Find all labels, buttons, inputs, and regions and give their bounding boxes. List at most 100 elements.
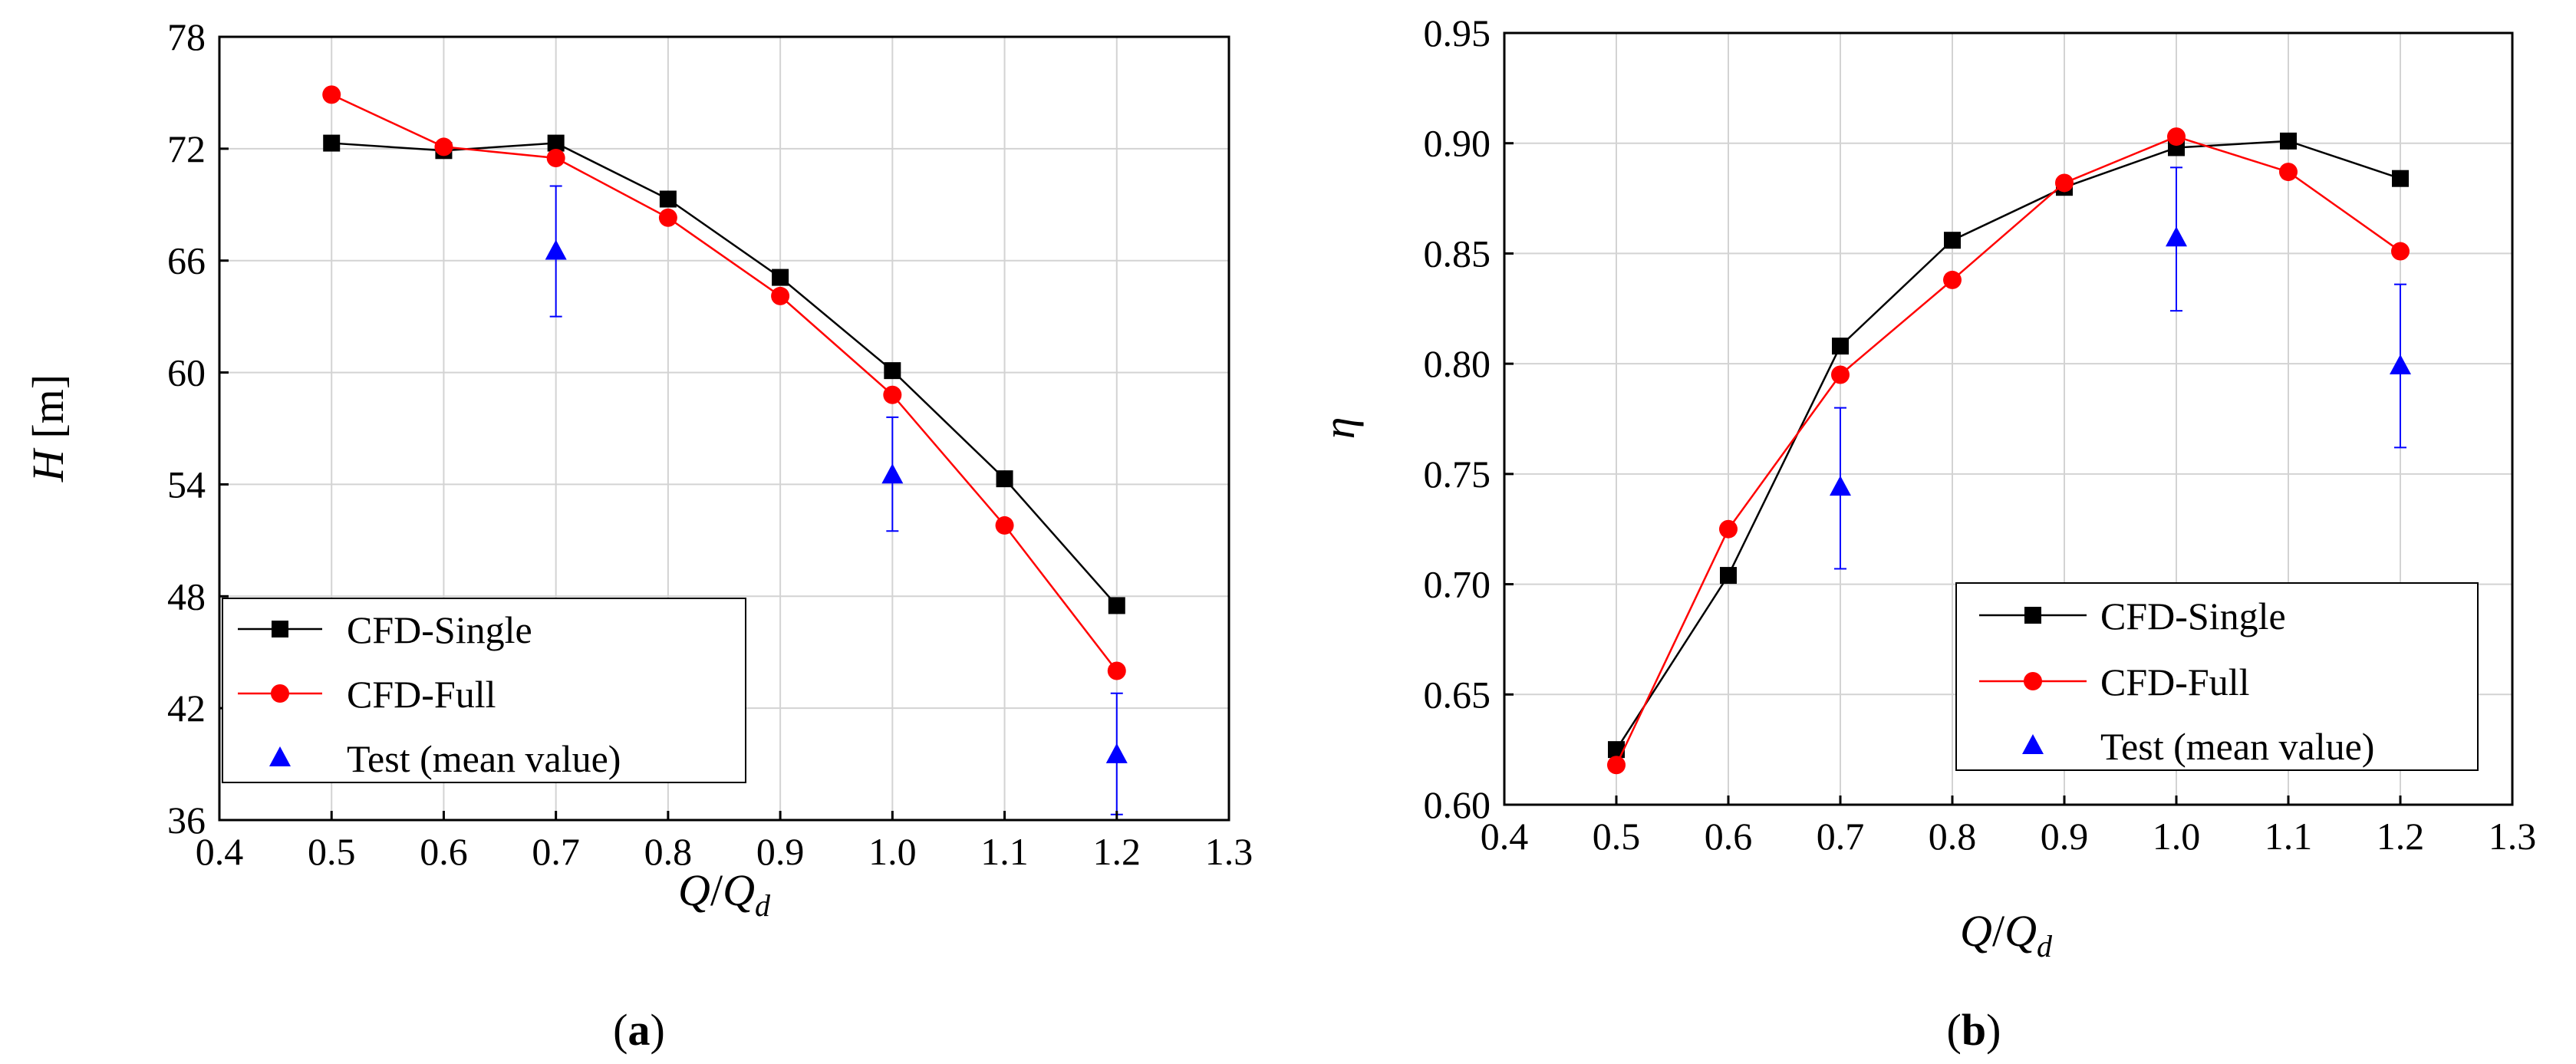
chart-a-legend-label-single: CFD-Single: [347, 608, 532, 651]
chart-b-xtick-label: 0.5: [1593, 815, 1641, 858]
chart-a-point-full: [658, 208, 677, 227]
chart-b-xtick-label: 0.6: [1705, 815, 1753, 858]
chart-a-legend-label-full: CFD-Full: [347, 673, 496, 716]
chart-a-legend-label-test: Test (mean value): [347, 737, 621, 780]
chart-a-legend-swatches: [238, 621, 322, 766]
chart-b-line-full: [1615, 135, 2401, 766]
chart-b-legend-swatches: [1979, 607, 2087, 754]
chart-a-legend-marker-full: [271, 684, 289, 703]
chart-b-point-full: [1607, 756, 1626, 775]
chart-b-xtick-label: 0.4: [1481, 815, 1529, 858]
chart-b-ytick-label: 0.90: [1424, 122, 1491, 165]
chart-b-xtick-label: 1.1: [2265, 815, 2313, 858]
chart-a-point-single: [772, 268, 789, 286]
chart-a-point-test: [1105, 743, 1128, 763]
chart-a-ylabel: H [m]: [23, 374, 73, 483]
chart-a-xtick-label: 1.3: [1205, 830, 1253, 873]
chart-b-xtick-label: 1.2: [2377, 815, 2425, 858]
chart-b-legend-marker-single: [2024, 607, 2041, 624]
chart-b-frame: [1503, 31, 2514, 806]
chart-a-point-test: [545, 239, 567, 260]
chart-a-point-single: [323, 134, 341, 152]
chart-a-ytick-label: 36: [167, 799, 206, 842]
chart-b-point-full: [1831, 365, 1850, 384]
chart-b-ylabel: η: [1314, 417, 1364, 440]
chart-b-legend-marker-test: [2022, 734, 2044, 754]
chart-a-point-single: [996, 470, 1013, 488]
chart-b-ytick-label: 0.70: [1424, 563, 1491, 606]
chart-b-ytick-labels: 0.60 0.65 0.70 0.75 0.80 0.85 0.90 0.95: [1424, 12, 1514, 826]
chart-a-point-single: [884, 362, 901, 380]
chart-b-ytick-label: 0.95: [1424, 12, 1491, 54]
chart-a-point-single: [659, 190, 677, 208]
chart-a-series: [322, 85, 1128, 815]
chart-b: 0.4 0.5 0.6 0.7 0.8 0.9 1.0 1.1 1.2 1.3 0.600.650…: [1314, 12, 2536, 1055]
chart-a-point-full: [322, 85, 341, 104]
chart-a-ytick-label: 60: [167, 351, 206, 394]
chart-b-legend-label-single: CFD-Single: [2100, 595, 2286, 637]
chart-b-legend-marker-full: [2024, 672, 2042, 690]
chart-a-ytick-label: 42: [167, 687, 206, 730]
chart-a: 0.4 0.5 0.6 0.7 0.8 0.9 1.0 1.1 1.2 1.3 36 42 48 54 6…: [23, 15, 1253, 1055]
chart-b-xtick-label: 0.8: [1929, 815, 1977, 858]
chart-b-point-single: [1832, 338, 1849, 355]
chart-b-point-full: [2391, 242, 2410, 261]
chart-b-xtick-label: 1.3: [2489, 815, 2537, 858]
chart-a-ytick-label: 78: [167, 15, 206, 58]
chart-a-xtick-label: 1.1: [980, 830, 1029, 873]
chart-a-panel-label: (a): [613, 1005, 665, 1055]
chart-b-point-single: [1720, 567, 1737, 585]
chart-a-legend: CFD-Single CFD-Full Test (mean value): [222, 598, 746, 783]
chart-a-xlabel: Q/Qd: [678, 865, 771, 923]
chart-a-point-test: [881, 463, 904, 484]
chart-b-xtick-label: 0.7: [1817, 815, 1865, 858]
chart-b-point-full: [2167, 127, 2186, 147]
chart-b-ytick-label: 0.75: [1424, 453, 1491, 496]
chart-b-point-single: [2392, 170, 2409, 187]
chart-b-point-full: [1943, 270, 1962, 289]
chart-b-legend-box: [1955, 582, 2479, 771]
chart-b-point-full: [2279, 163, 2298, 182]
chart-a-point-single: [1108, 597, 1125, 614]
chart-a-ytick-label: 66: [167, 239, 206, 282]
chart-a-point-single: [547, 134, 565, 152]
chart-a-point-full: [1107, 661, 1126, 680]
chart-a-xtick-label: 0.6: [420, 830, 468, 873]
chart-b-ytick-label: 0.60: [1424, 783, 1491, 826]
chart-b-legend: CFD-Single CFD-Full Test (mean value): [1955, 582, 2479, 771]
chart-a-legend-marker-single: [272, 621, 288, 637]
chart-b-legend-label-full: CFD-Full: [2100, 660, 2250, 703]
chart-a-point-full: [883, 385, 902, 404]
chart-a-xtick-label: 0.5: [308, 830, 356, 873]
chart-b-line-single: [1615, 140, 2401, 750]
chart-a-point-full: [434, 137, 453, 156]
chart-a-legend-marker-test: [269, 746, 291, 766]
chart-b-point-single: [1608, 741, 1625, 759]
chart-b-panel-label: (b): [1947, 1005, 2001, 1055]
chart-a-line-full: [331, 94, 1118, 672]
chart-b-xtick-labels: 0.4 0.5 0.6 0.7 0.8 0.9 1.0 1.1 1.2 1.3: [1481, 796, 2537, 858]
chart-b-xlabel: Q/Qd: [1960, 906, 2053, 964]
chart-b-point-single: [2280, 132, 2297, 150]
chart-b-ytick-label: 0.65: [1424, 673, 1491, 716]
chart-a-point-full: [995, 516, 1014, 535]
chart-a-xtick-label: 1.0: [868, 830, 917, 873]
chart-b-ytick-label: 0.80: [1424, 342, 1491, 385]
chart-b-xtick-label: 1.0: [2153, 815, 2201, 858]
chart-a-ytick-label: 48: [167, 575, 206, 618]
chart-b-point-single: [1944, 232, 1961, 249]
chart-a-xtick-label: 0.7: [532, 830, 580, 873]
chart-b-point-test: [2166, 226, 2187, 247]
chart-a-point-full: [771, 286, 790, 305]
chart-a-xtick-label: 0.9: [756, 830, 805, 873]
chart-a-xtick-label: 0.8: [644, 830, 693, 873]
chart-b-point-test: [1830, 476, 1851, 496]
chart-a-ytick-label: 72: [167, 127, 206, 170]
chart-b-ytick-label: 0.85: [1424, 232, 1491, 275]
chart-b-point-test: [2390, 354, 2411, 375]
chart-b-point-full: [1719, 519, 1738, 539]
chart-a-xtick-labels: 0.4 0.5 0.6 0.7 0.8 0.9 1.0 1.1 1.2 1.3: [196, 811, 1253, 873]
chart-a-ytick-labels: 36 42 48 54 60 66 72 78: [167, 15, 229, 842]
chart-a-xtick-label: 1.2: [1093, 830, 1141, 873]
